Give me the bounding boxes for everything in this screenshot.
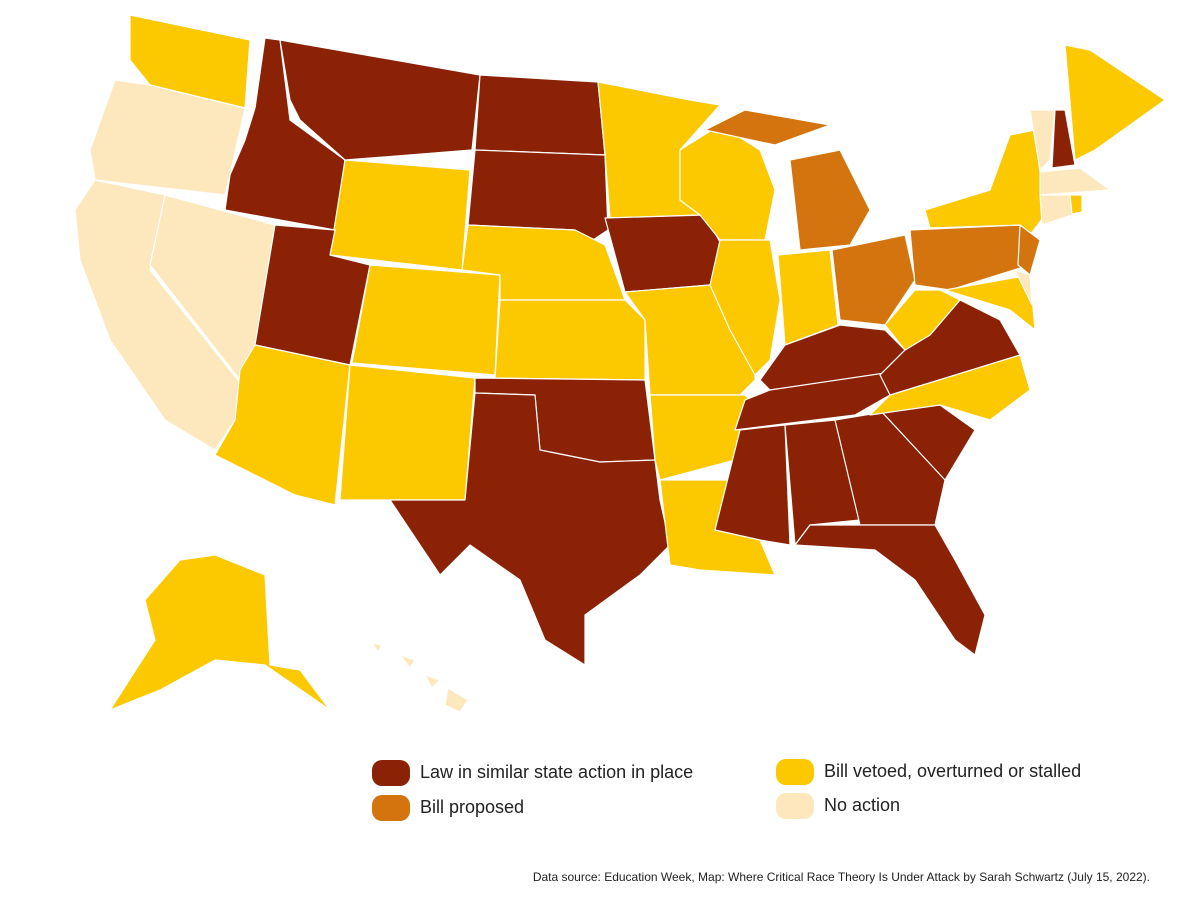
state: [1051, 109, 1076, 169]
state: [399, 654, 416, 669]
state: [224, 37, 346, 231]
state: [944, 274, 1036, 331]
state: [474, 74, 606, 156]
legend-label: No action: [824, 795, 900, 815]
state: [214, 344, 351, 506]
state: [704, 109, 831, 146]
state: [789, 149, 871, 251]
state: [1029, 109, 1056, 171]
state: [424, 674, 441, 689]
state: [1039, 194, 1073, 226]
state: [924, 129, 1046, 236]
legend-label: Law in similar state action in place: [420, 762, 693, 782]
state: [1014, 269, 1033, 306]
state: [1039, 167, 1111, 196]
state: [351, 264, 501, 376]
state: [1064, 44, 1166, 161]
legend-swatch: [372, 795, 410, 821]
legend-swatch: [776, 759, 814, 785]
state: [884, 289, 961, 351]
state: [109, 554, 331, 711]
legend-label: Bill proposed: [420, 797, 524, 817]
source-note: Data source: Education Week, Map: Where …: [533, 870, 1150, 884]
state: [89, 79, 246, 196]
state: [1069, 194, 1083, 215]
state: [389, 392, 671, 666]
state: [777, 249, 839, 346]
legend-swatch: [776, 793, 814, 819]
state: [831, 234, 916, 326]
state: [494, 299, 646, 381]
state: [709, 239, 781, 376]
state: [794, 524, 986, 656]
state: [1017, 224, 1041, 276]
state: [444, 687, 469, 713]
state: [784, 419, 861, 546]
state: [371, 642, 383, 653]
states: [74, 14, 1166, 713]
state: [329, 159, 471, 271]
state: [339, 364, 476, 501]
legend-label: Bill vetoed, overturned or stalled: [824, 761, 1081, 781]
legend-swatch: [372, 760, 410, 786]
